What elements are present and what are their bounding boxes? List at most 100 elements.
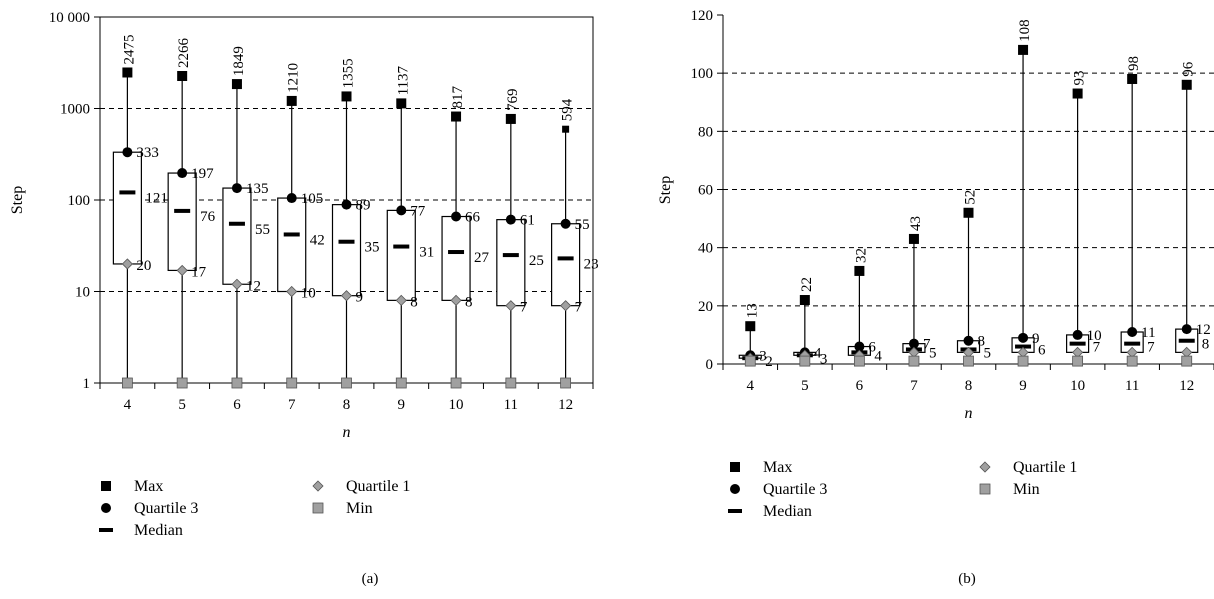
median-value-label: 7 <box>1147 340 1155 356</box>
median-mark <box>228 221 245 226</box>
legend-label-median: Median <box>134 522 183 539</box>
median-value-label: 7 <box>1093 340 1101 356</box>
legend-label-min: Min <box>1013 481 1040 498</box>
quartile3-mark <box>560 218 571 229</box>
y-tick-label: 10 <box>75 285 90 301</box>
quartile3-value-label: 9 <box>1032 331 1040 347</box>
median-mark <box>338 239 355 244</box>
y-axis-title: Step <box>657 176 674 204</box>
min-mark <box>395 377 407 389</box>
median-value-label: 76 <box>200 209 216 225</box>
y-tick-label: 0 <box>706 357 714 373</box>
x-tick-label: 8 <box>343 397 351 413</box>
max-mark <box>396 98 407 109</box>
max-value-label: 2475 <box>121 34 137 64</box>
x-tick-label: 11 <box>504 397 518 413</box>
median-value-label: 5 <box>984 345 992 361</box>
min-mark <box>286 377 298 389</box>
median-mark <box>283 232 300 237</box>
median-mark <box>1069 341 1086 346</box>
min-mark <box>908 355 920 367</box>
min-mark <box>963 355 974 367</box>
y-tick-label: 1 <box>83 376 91 392</box>
legend-quartile3-marker <box>730 484 740 494</box>
max-mark <box>1072 88 1083 99</box>
min-mark <box>1017 355 1029 367</box>
median-value-label: 5 <box>929 345 937 361</box>
quartile3-mark <box>286 193 297 204</box>
x-axis-title: n <box>965 405 973 422</box>
max-mark <box>505 113 516 124</box>
median-mark <box>1124 341 1141 346</box>
quartile1-value-label: 7 <box>520 300 528 316</box>
max-mark <box>1181 79 1192 90</box>
max-mark <box>1018 44 1029 55</box>
max-value-label: 22 <box>799 277 815 292</box>
median-mark <box>1178 338 1195 343</box>
max-value-label: 32 <box>853 248 869 263</box>
x-tick-label: 9 <box>398 397 406 413</box>
legend-min-marker <box>312 502 324 514</box>
iqr-box <box>331 204 362 297</box>
panel-label: (a) <box>362 571 379 587</box>
quartile3-value-label: 77 <box>410 203 426 219</box>
quartile3-mark <box>1127 327 1138 338</box>
quartile3-mark <box>908 338 919 349</box>
y-tick-label: 10 000 <box>49 10 90 26</box>
max-value-label: 93 <box>1072 71 1088 86</box>
min-mark <box>505 377 517 389</box>
min-mark <box>799 355 811 367</box>
min-mark <box>176 377 188 389</box>
y-tick-label: 40 <box>698 241 713 257</box>
max-mark <box>286 95 297 106</box>
iqr-box <box>496 219 526 307</box>
legend-quartile3-marker <box>101 503 111 513</box>
quartile1-mark <box>395 294 407 306</box>
x-tick-label: 9 <box>1019 378 1027 394</box>
iqr-box <box>386 209 416 301</box>
max-value-label: 594 <box>560 98 576 121</box>
quartile3-mark <box>122 147 133 158</box>
max-value-label: 1137 <box>395 65 411 95</box>
legend-label-q1: Quartile 1 <box>1013 459 1077 476</box>
median-value-label: 8 <box>1202 337 1210 353</box>
x-axis-title: n <box>343 424 351 441</box>
min-mark <box>121 377 133 389</box>
max-value-label: 13 <box>744 303 760 318</box>
quartile3-value-label: 8 <box>978 334 986 350</box>
x-tick-label: 7 <box>910 378 918 394</box>
max-mark <box>122 67 133 78</box>
max-mark <box>177 70 188 81</box>
x-tick-label: 6 <box>233 397 241 413</box>
y-tick-label: 100 <box>691 66 714 82</box>
y-tick-label: 80 <box>698 124 713 140</box>
x-tick-label: 12 <box>558 397 573 413</box>
x-tick-label: 5 <box>801 378 809 394</box>
quartile3-mark <box>1181 324 1192 335</box>
median-value-label: 23 <box>584 256 599 272</box>
quartile1-mark <box>340 290 353 302</box>
median-value-label: 3 <box>820 351 828 367</box>
quartile3-value-label: 61 <box>520 213 535 229</box>
max-mark <box>231 79 242 90</box>
max-value-label: 769 <box>505 88 521 111</box>
quartile3-value-label: 66 <box>465 210 481 226</box>
max-value-label: 2266 <box>176 37 192 68</box>
quartile1-value-label: 20 <box>136 258 151 274</box>
quartile1-value-label: 9 <box>356 290 364 306</box>
max-mark <box>908 233 919 244</box>
y-tick-label: 60 <box>698 183 713 199</box>
max-value-label: 817 <box>450 86 466 109</box>
quartile3-mark <box>854 341 865 352</box>
min-mark <box>450 377 462 389</box>
quartile3-value-label: 105 <box>301 191 324 207</box>
max-value-label: 1210 <box>286 63 302 93</box>
y-tick-label: 20 <box>698 299 713 315</box>
y-tick-label: 1000 <box>60 102 90 118</box>
max-value-label: 98 <box>1126 56 1142 71</box>
legend-label-q3: Quartile 3 <box>134 500 198 517</box>
quartile1-value-label: 8 <box>410 294 418 310</box>
max-value-label: 43 <box>908 216 924 231</box>
